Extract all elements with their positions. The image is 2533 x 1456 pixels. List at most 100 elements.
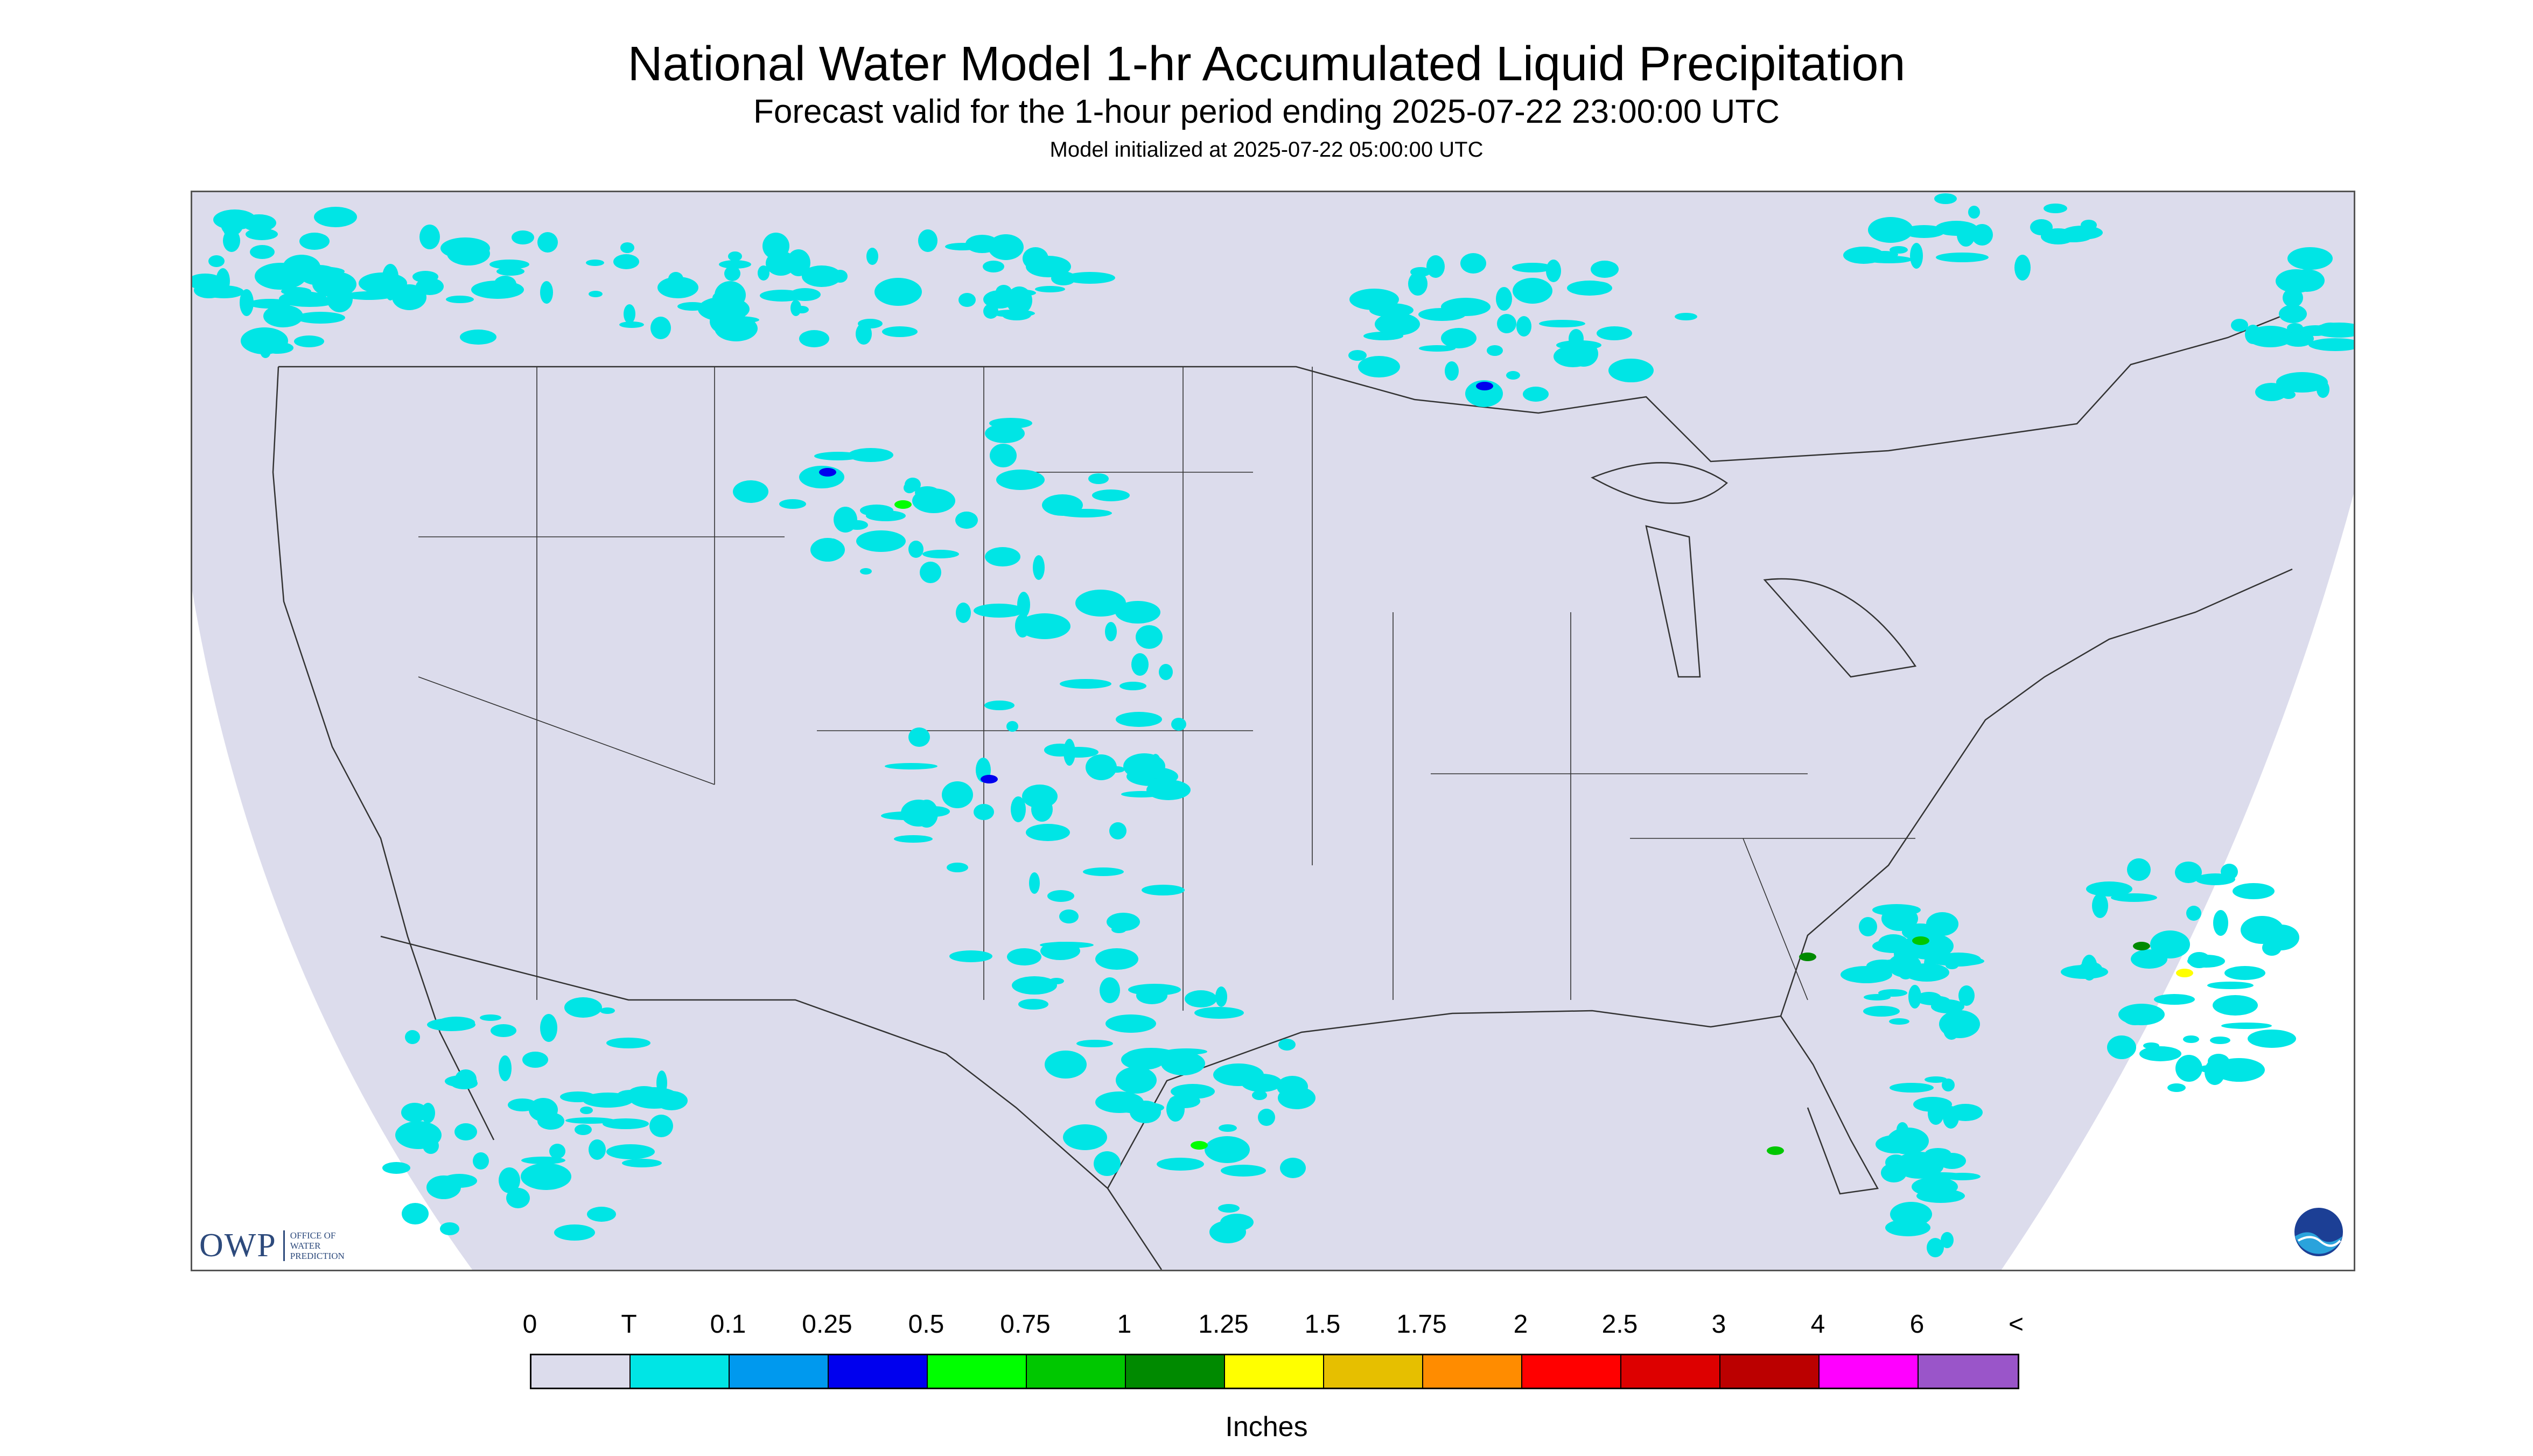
precip-cell [1111,926,1126,933]
precip-cell [1445,361,1459,381]
precip-cell [920,562,941,583]
precip-cell [401,1103,428,1122]
precip-cell [2208,1054,2229,1069]
precip-cell [2245,325,2261,344]
precip-cell [419,225,440,249]
precip-cell [2199,1065,2220,1073]
precip-cell [856,530,906,552]
precip-cell [1125,1048,1178,1064]
precip-cell [1035,286,1065,292]
precip-cell [2262,940,2282,956]
precip-cell [489,260,529,269]
precip-cell [1938,1153,1966,1169]
precip-cell [656,1070,667,1095]
precip-cell [2291,253,2322,269]
precip-cell [2118,1004,2165,1025]
precip-cell [1185,990,1217,1007]
precip-cell [1018,999,1048,1010]
precip-cell [2210,1037,2230,1044]
precip-cell [1958,985,1975,1006]
precip-cell [580,1107,593,1114]
precip-cell [589,291,603,297]
precip-cell [860,568,872,575]
precip-cell [1465,380,1503,407]
precip-cell [499,1055,512,1081]
precip-cell [521,1157,565,1164]
precip-core [981,775,998,783]
precip-cell [2154,994,2195,1005]
precip-cell [250,245,275,259]
precip-cell [1218,1204,1240,1213]
precip-cell [2313,323,2354,338]
precip-cell [885,763,937,769]
precip-cell [2139,1046,2181,1061]
precip-cell [1516,316,1531,337]
precip-cell [1065,272,1115,284]
precip-cell [1513,278,1552,304]
precip-cell [1083,867,1124,876]
precip-cell [2224,966,2265,980]
great-lakes [1591,462,1917,678]
precip-cell [2183,1035,2199,1043]
precip-cell [2014,255,2031,281]
precip-cell [1100,977,1120,1003]
precip-cell [2111,893,2157,902]
precip-cell [846,520,868,530]
precip-cell [192,274,223,290]
precip-cell [1426,255,1445,278]
outside-domain-left [192,591,472,1270]
precip-cell [246,228,278,240]
precip-cell [1554,346,1592,367]
precip-cell [537,232,558,253]
precip-cell [1908,985,1921,1009]
owp-logo-text: OWP [199,1227,277,1264]
precip-cell [1142,885,1185,895]
precip-cell [2187,955,2225,968]
precip-cell [901,800,936,827]
pacific-coast [272,366,495,1140]
precip-cell [405,1030,420,1044]
precip-cell [1410,267,1431,277]
precip-cell [1109,822,1126,839]
gulf-coast [1107,1010,1879,1195]
precip-cell [1088,473,1109,484]
precip-cell [1171,1084,1215,1099]
precip-cell [1019,613,1070,639]
precip-cell [1591,261,1619,278]
precip-core [1799,953,1816,961]
precip-cell [1887,1128,1929,1154]
precip-cell [1890,1202,1932,1227]
precip-cell [1890,246,1908,254]
map-subtitle: Forecast valid for the 1-hour period end… [753,93,1780,130]
precip-cell [856,323,872,345]
precip-cell [1496,287,1512,311]
precip-cell [958,293,976,307]
precip-cell [1280,1158,1306,1178]
precip-cell [1063,1124,1107,1150]
precip-cell [2175,862,2202,883]
precip-cell [2175,1055,2202,1082]
precip-cell [1105,1014,1156,1033]
precip-cell [2062,226,2103,240]
precip-cell [263,305,303,327]
precip-cell [1460,253,1486,274]
precip-cell [1006,721,1018,732]
precip-cell [1971,224,1993,246]
precip-cell [606,1144,655,1159]
precip-cell [1228,1144,1244,1156]
precip-cell [491,1024,516,1037]
precip-cell [240,289,254,316]
precip-cell [1889,1018,1909,1025]
precip-cell [402,1203,429,1224]
precip-cell [894,835,933,843]
precip-cell [2195,873,2235,885]
precip-cell [296,312,345,324]
legend-swatch [1423,1355,1522,1388]
precip-cell [2213,910,2228,936]
canada-us-border [278,315,2282,463]
precip-cell [1012,976,1057,995]
precip-cell [983,261,1004,272]
precip-cell [1150,754,1161,779]
outside-domain-right [2002,494,2354,1270]
legend-swatch [829,1355,928,1388]
